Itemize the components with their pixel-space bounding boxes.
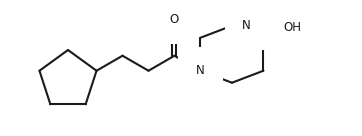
Text: O: O: [170, 13, 179, 26]
Text: N: N: [196, 64, 205, 77]
Text: OH: OH: [284, 21, 302, 34]
Text: N: N: [243, 19, 251, 32]
